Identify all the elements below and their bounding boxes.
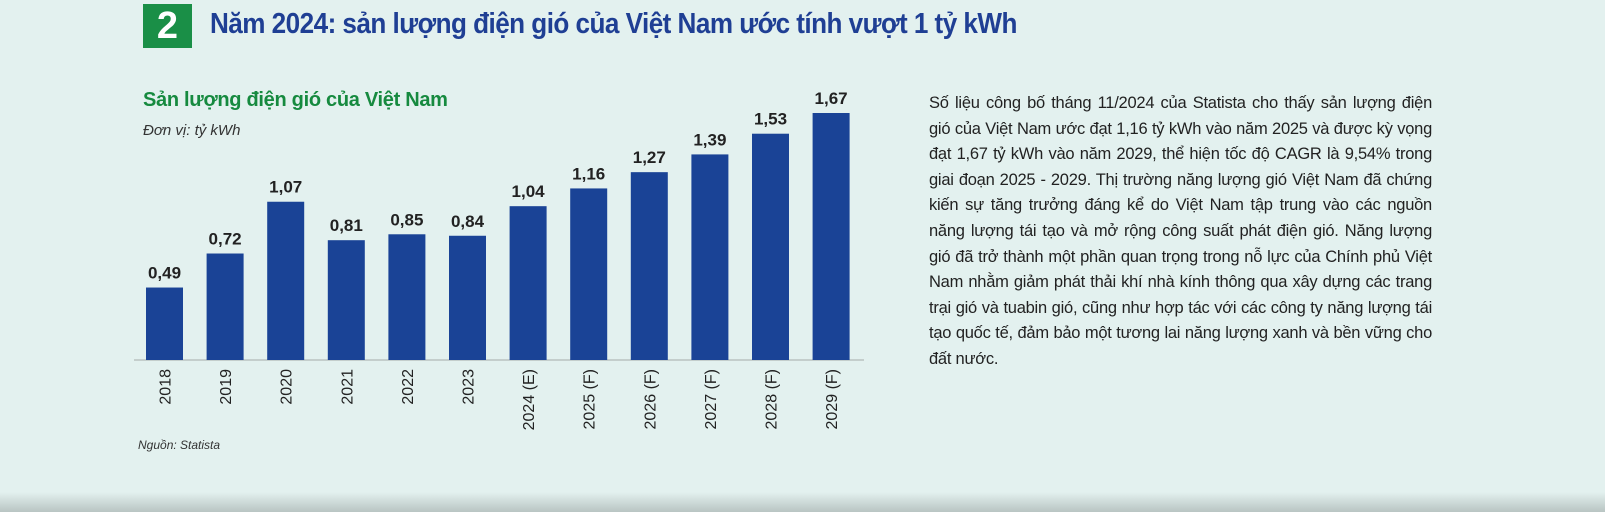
bar-10 [752,133,789,360]
data-label-1: 0,72 [209,230,242,249]
x-tick-label-5: 2023 [461,369,478,405]
x-tick-label-9: 2027 (F) [703,369,720,429]
bar-0 [146,287,183,360]
bar-1 [206,253,244,360]
x-tick-label-11: 2029 (F) [824,369,841,429]
x-tick-label-8: 2026 (F) [642,369,659,429]
bar-3 [327,240,365,360]
data-label-8: 1,27 [633,148,666,167]
bar-11 [812,113,850,360]
data-label-9: 1,39 [693,130,726,149]
data-label-2: 1,07 [269,178,302,197]
x-tick-label-7: 2025 (F) [582,369,599,429]
data-label-4: 0,85 [390,210,423,229]
x-tick-label-1: 2019 [218,369,235,405]
chart-source: Nguồn: Statista [138,438,221,452]
data-label-3: 0,81 [330,216,363,235]
chart-unit-label: Đơn vị: tỷ kWh [143,122,241,139]
x-tick-label-4: 2022 [400,369,417,405]
article-paragraph: Số liệu công bố tháng 11/2024 của Statis… [929,94,1432,368]
bar-chart: 0,49 2018 0,72 2019 1,07 2020 0,81 2021 0,85 2022… [134,89,864,430]
bar-7 [570,188,608,360]
x-tick-label-2: 2020 [279,369,296,405]
bar-9 [691,154,729,360]
data-label-5: 0,84 [451,212,485,231]
bar-2 [267,201,305,360]
x-tick-label-10: 2028 (F) [764,369,781,429]
bar-6 [509,206,547,360]
bottom-shadow [0,492,1605,512]
x-tick-label-0: 2018 [158,369,175,405]
headline: Năm 2024: sản lượng điện gió của Việt Na… [210,8,1017,40]
data-label-7: 1,16 [572,164,605,183]
section-number-badge: 2 [143,4,192,48]
data-label-11: 1,67 [815,89,848,108]
bar-5 [449,235,486,360]
x-tick-label-3: 2021 [339,369,356,405]
bar-4 [388,234,426,360]
data-label-6: 1,04 [512,182,546,201]
data-label-0: 0,49 [148,264,181,283]
x-tick-label-6: 2024 (E) [521,369,538,430]
bar-8 [630,172,668,360]
chart-title: Sản lượng điện gió của Việt Nam [143,89,448,111]
data-label-10: 1,53 [754,110,787,129]
